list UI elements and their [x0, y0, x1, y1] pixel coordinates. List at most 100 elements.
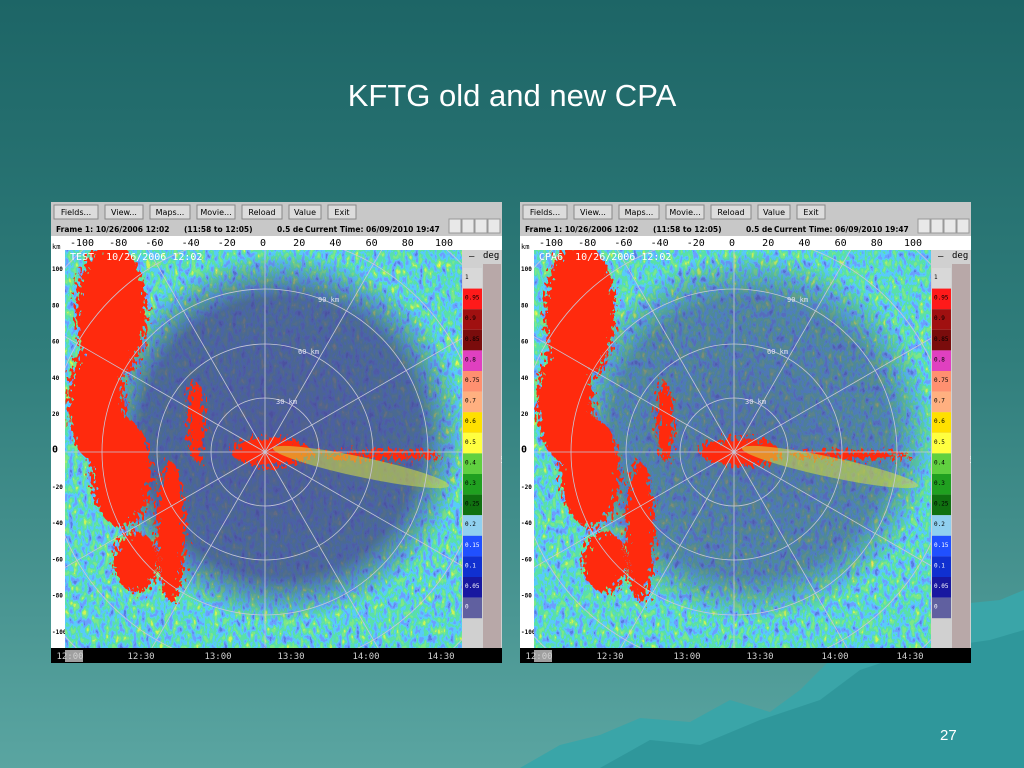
- color-swatch: [932, 515, 951, 536]
- button-label[interactable]: Reload: [717, 208, 744, 217]
- colorbar-label: 0.85: [934, 336, 949, 343]
- button[interactable]: [618, 204, 660, 220]
- color-swatch: [932, 412, 951, 433]
- button[interactable]: [796, 204, 826, 220]
- overlay-label: CPA6 10/26/2006 12:02: [539, 252, 671, 263]
- y-tick-label: 0: [52, 445, 58, 456]
- radar-window: Fields... View... Maps... Movie... Reload Val…: [520, 202, 971, 663]
- colorbar-label: 0.6: [465, 418, 476, 425]
- button[interactable]: [710, 204, 752, 220]
- button[interactable]: [327, 204, 357, 220]
- window-control: [487, 218, 501, 234]
- button-label[interactable]: Movie...: [669, 208, 700, 217]
- color-swatch: [463, 515, 482, 536]
- red-echo: [114, 532, 158, 592]
- slide-title: KFTG old and new CPA: [347, 78, 677, 113]
- x-tick-label: 100: [435, 238, 453, 249]
- button[interactable]: [288, 204, 322, 220]
- color-swatch: [932, 597, 951, 619]
- button[interactable]: [196, 204, 236, 220]
- info-text: Current Time: 06/09/2010 19:47: [305, 225, 440, 234]
- button-label[interactable]: Movie...: [200, 208, 231, 217]
- info-text: Current Time: 06/09/2010 19:47: [774, 225, 909, 234]
- window-control: [943, 218, 957, 234]
- button-label[interactable]: Maps...: [625, 208, 654, 217]
- color-swatch: [463, 432, 482, 454]
- colorbar-label: 0.1: [934, 562, 945, 569]
- button-label[interactable]: Value: [763, 208, 785, 217]
- x-tick-label: 40: [329, 238, 341, 249]
- mountain-shade: [600, 630, 1024, 768]
- red-echo: [583, 532, 627, 592]
- y-tick-label: -100: [521, 629, 536, 636]
- red-echo: [626, 462, 654, 602]
- button[interactable]: [53, 204, 99, 220]
- window-control: [461, 218, 475, 234]
- button-label[interactable]: Exit: [803, 208, 818, 217]
- button[interactable]: [757, 204, 791, 220]
- button[interactable]: [241, 204, 283, 220]
- x-tick-label: -100: [539, 238, 563, 249]
- colorbar-label: 0.5: [934, 439, 945, 446]
- spoke: [733, 250, 852, 453]
- y-tick-label: 20: [52, 411, 60, 418]
- time-tick-label: 14:30: [427, 652, 454, 662]
- button-label[interactable]: Exit: [334, 208, 349, 217]
- radar-image: 90 km 60 km 30 km CPA6 10/26/2006 12:02: [534, 250, 931, 648]
- y-tick-label: 60: [521, 339, 529, 346]
- spoke: [534, 451, 735, 568]
- color-swatch: [932, 453, 951, 474]
- color-swatch: [463, 556, 482, 577]
- color-swatch: [463, 577, 482, 598]
- window-control: [917, 218, 931, 234]
- spoke: [65, 451, 266, 568]
- button[interactable]: [104, 204, 144, 220]
- button-label[interactable]: Fields...: [530, 208, 560, 217]
- button-label[interactable]: Reload: [248, 208, 275, 217]
- y-tick-label: 60: [52, 339, 60, 346]
- y-tick-label: 40: [521, 375, 529, 382]
- button[interactable]: [665, 204, 705, 220]
- button-label[interactable]: View...: [580, 208, 606, 217]
- x-tick-label: -60: [614, 238, 632, 249]
- axis-unit: km: [521, 243, 529, 251]
- color-swatch: [932, 556, 951, 577]
- y-tick-label: 20: [521, 411, 529, 418]
- color-swatch: [932, 288, 951, 310]
- time-tick-label: 14:00: [352, 652, 379, 662]
- calm-zone: [96, 252, 462, 622]
- button-label[interactable]: Maps...: [156, 208, 185, 217]
- button-label[interactable]: Fields...: [61, 208, 91, 217]
- button[interactable]: [522, 204, 568, 220]
- time-tick-label: 13:30: [277, 652, 304, 662]
- button[interactable]: [573, 204, 613, 220]
- radar-image: 90 km 60 km 30 km TEST 10/26/2006 12:02: [65, 250, 462, 648]
- button-label[interactable]: View...: [111, 208, 137, 217]
- colorbar-label: 0.75: [934, 377, 949, 384]
- color-swatch: [463, 597, 482, 619]
- page-number: 27: [940, 727, 957, 744]
- colorbar-label: 0.95: [465, 295, 480, 302]
- color-swatch: [463, 535, 482, 557]
- red-echo: [157, 462, 185, 602]
- color-swatch: [463, 453, 482, 474]
- window-control: [956, 218, 970, 234]
- color-swatch: [463, 412, 482, 433]
- colorbar-label: 0.4: [465, 459, 476, 466]
- red-echo: [86, 252, 126, 292]
- spoke: [616, 250, 735, 453]
- color-swatch: [463, 309, 482, 330]
- axis-band: [520, 236, 971, 250]
- range-label: 90 km: [318, 296, 339, 304]
- time-slider: [65, 650, 83, 662]
- scroll-track: [483, 264, 501, 648]
- color-swatch: [463, 494, 482, 516]
- y-tick-label: 80: [521, 302, 529, 309]
- button-label[interactable]: Value: [294, 208, 316, 217]
- button[interactable]: [149, 204, 191, 220]
- info-text: (11:58 to 12:05): [653, 225, 722, 234]
- colorbar-label: 0.95: [934, 295, 949, 302]
- red-echo: [188, 382, 204, 462]
- colorbar-label: 1: [465, 274, 469, 281]
- info-text: (11:58 to 12:05): [184, 225, 253, 234]
